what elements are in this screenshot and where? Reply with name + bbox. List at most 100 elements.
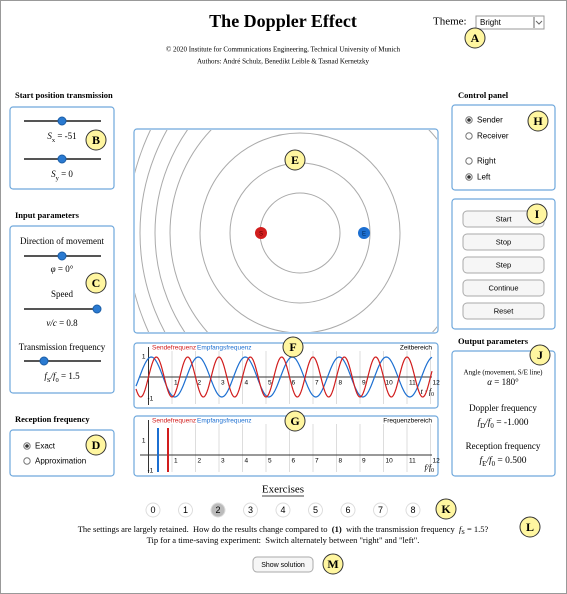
exercise-number[interactable]: 4: [280, 505, 285, 515]
tick-label: -1: [148, 396, 154, 403]
button[interactable]: [462, 256, 545, 274]
marker-badge: [85, 272, 107, 294]
formula: Sx = -51: [47, 131, 76, 144]
slider-knob[interactable]: [57, 154, 67, 164]
button-label[interactable]: Start: [496, 214, 513, 223]
radio-button[interactable]: [465, 132, 473, 140]
radio-dot[interactable]: [467, 118, 471, 122]
select-arrow[interactable]: [533, 17, 543, 28]
slider-knob[interactable]: [39, 356, 49, 366]
button[interactable]: [462, 233, 545, 251]
radio-dot[interactable]: [25, 444, 29, 448]
button[interactable]: [252, 556, 314, 573]
exercise-button[interactable]: [275, 502, 291, 518]
formula-part: = 0.500: [495, 456, 527, 466]
formula-part: E: [482, 461, 486, 468]
tick-label: 10: [386, 380, 394, 387]
formula-part: f: [459, 524, 463, 534]
formula-part: = 0.8: [57, 318, 78, 328]
slider-knob[interactable]: [57, 116, 67, 126]
formula-part: α: [487, 377, 492, 387]
legend-entry: Sendefrequenz: [152, 418, 196, 425]
button-label[interactable]: Continue: [488, 283, 518, 292]
tick-label: 3: [221, 380, 225, 387]
button-label[interactable]: Show solution: [261, 562, 305, 569]
exercise-button[interactable]: [373, 502, 388, 518]
radio-dot[interactable]: [467, 175, 471, 179]
formula: fE/f0 = 0.500: [480, 455, 527, 468]
formula: fS/f0 = 1.5: [44, 371, 80, 384]
exercise-number[interactable]: 8: [410, 505, 415, 515]
button[interactable]: [462, 302, 545, 320]
marker-letter: L: [526, 520, 534, 534]
formula-part: with the transmission frequency: [342, 524, 459, 534]
section-heading: Output parameters: [458, 336, 529, 346]
formula-part: = -1.000: [494, 418, 529, 428]
receiver-label: E: [362, 232, 366, 238]
radio-label: Approximation: [35, 457, 86, 466]
exercise-button[interactable]: [340, 502, 356, 518]
label: Transmission frequency: [19, 342, 106, 352]
wave: [135, 356, 433, 398]
formula-part: = 1.5: [59, 371, 80, 381]
marker-letter: C: [92, 276, 101, 290]
label: Speed: [51, 289, 73, 299]
formula-part: /f: [484, 417, 492, 428]
exercise-button[interactable]: [308, 502, 323, 518]
exercise-number[interactable]: 1: [183, 505, 188, 515]
radio-button[interactable]: [23, 457, 31, 465]
plot-title: Zeitbereich: [400, 345, 433, 352]
marker-badge: [284, 149, 306, 171]
formula: v/c = 0.8: [46, 318, 78, 328]
button-label[interactable]: Stop: [496, 237, 511, 246]
exercise-button[interactable]: [178, 502, 193, 518]
marker-letter: G: [290, 414, 299, 428]
marker-letter: J: [537, 348, 543, 362]
receiver-dot: [358, 227, 370, 239]
slider-knob[interactable]: [57, 251, 67, 261]
tick-label: 3: [221, 458, 225, 465]
tick-label: 12: [433, 380, 441, 387]
marker-badge: [464, 27, 486, 49]
formula-part: 0: [490, 423, 494, 430]
radio-button[interactable]: [465, 157, 473, 165]
theme-select[interactable]: [475, 15, 545, 30]
theme-value: Bright: [480, 18, 502, 27]
exercise-button[interactable]: [210, 502, 226, 518]
exercise-number[interactable]: 5: [313, 505, 318, 515]
tick-label: 7: [315, 458, 319, 465]
exercise-number[interactable]: 7: [378, 505, 383, 515]
formula-part: 0: [431, 468, 434, 474]
marker-badge: [529, 344, 551, 366]
formula: f/f0: [424, 463, 434, 475]
formula-part: = 0: [59, 169, 74, 179]
exercise-button[interactable]: [145, 502, 161, 518]
exercise-button[interactable]: [405, 502, 421, 518]
exercise-button[interactable]: [243, 502, 258, 518]
tick-label: 2: [198, 458, 202, 465]
output-panel: [451, 350, 556, 477]
button[interactable]: [462, 279, 545, 297]
exercise-number[interactable]: 6: [345, 505, 350, 515]
marker-badge: [282, 336, 304, 358]
tick-label: 4: [245, 458, 249, 465]
tick-label: 5: [268, 458, 272, 465]
exercise-number[interactable]: 0: [150, 505, 155, 515]
wavefront: [199, 132, 401, 332]
formula-part: y: [56, 175, 60, 182]
formula-part: 0: [56, 377, 59, 384]
tick-label: 9: [362, 380, 366, 387]
slider-knob[interactable]: [92, 304, 102, 314]
exercise-number[interactable]: 2: [215, 505, 220, 515]
marker-letter: D: [92, 438, 101, 452]
button-label[interactable]: Step: [496, 260, 511, 269]
simulation-canvas: [133, 128, 439, 334]
plot-title: Frequenzbereich: [383, 418, 432, 425]
tick-label: 8: [339, 380, 343, 387]
exercise-number[interactable]: 3: [248, 505, 253, 515]
button-label[interactable]: Reset: [494, 306, 515, 315]
tick-label: 11: [409, 380, 416, 387]
wavefront: [169, 130, 437, 332]
formula-part: S: [461, 530, 465, 536]
formula-part: S: [51, 169, 56, 179]
